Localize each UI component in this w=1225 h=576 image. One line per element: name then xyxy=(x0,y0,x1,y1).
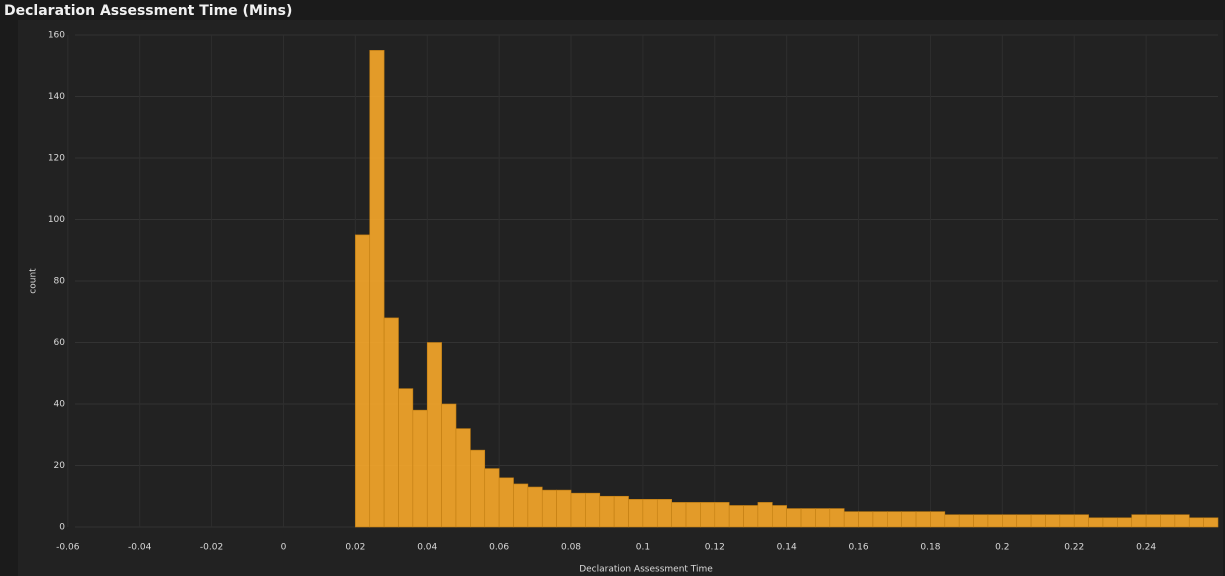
bar xyxy=(426,342,442,528)
x-tick-label: 0.02 xyxy=(345,543,365,553)
bar xyxy=(1145,514,1161,528)
x-tick-label: 0.16 xyxy=(849,543,869,553)
bar xyxy=(1030,514,1046,528)
bar xyxy=(714,502,730,528)
bar xyxy=(656,499,672,528)
bar xyxy=(613,495,629,528)
x-tick-label: 0.2 xyxy=(995,543,1009,553)
y-tick-label: 100 xyxy=(48,215,65,225)
bar xyxy=(441,403,457,528)
bar xyxy=(1203,517,1219,528)
y-tick-label: 120 xyxy=(48,154,65,164)
bar xyxy=(599,495,615,528)
bar xyxy=(944,514,960,528)
bar xyxy=(671,502,687,528)
bar xyxy=(398,388,414,528)
bar xyxy=(369,50,385,528)
x-axis-title: Declaration Assessment Time xyxy=(579,565,713,575)
bar xyxy=(383,317,399,528)
bar xyxy=(455,428,471,528)
bar xyxy=(915,511,931,528)
y-tick-label: 40 xyxy=(54,400,66,410)
y-tick-label: 160 xyxy=(48,31,65,41)
bar xyxy=(1174,514,1190,528)
bar xyxy=(685,502,701,528)
bar xyxy=(1160,514,1176,528)
bar xyxy=(757,502,773,528)
bar xyxy=(470,449,486,528)
bar xyxy=(1188,517,1204,528)
bar xyxy=(743,505,759,528)
x-tick-label: 0.18 xyxy=(920,543,940,553)
bar xyxy=(585,492,601,528)
bar xyxy=(1059,514,1075,528)
bar xyxy=(642,499,658,528)
x-tick-label: 0.06 xyxy=(489,543,509,553)
bar xyxy=(1045,514,1061,528)
x-tick-label: 0.12 xyxy=(705,543,725,553)
bar xyxy=(556,489,572,528)
y-tick-label: 60 xyxy=(54,338,66,348)
bar xyxy=(887,511,902,528)
bar xyxy=(772,505,787,528)
bar xyxy=(1131,514,1147,528)
bar xyxy=(498,477,514,528)
bar xyxy=(513,483,529,528)
y-tick-label: 0 xyxy=(59,523,65,533)
bar xyxy=(858,511,874,528)
x-tick-label: -0.04 xyxy=(128,543,152,553)
bar xyxy=(930,511,946,528)
bar xyxy=(355,234,371,528)
bar xyxy=(412,409,428,528)
bar xyxy=(829,508,845,528)
bar xyxy=(628,499,644,528)
x-tick-label: 0.22 xyxy=(1064,543,1084,553)
bar xyxy=(1016,514,1032,528)
bar xyxy=(1002,514,1018,528)
bar xyxy=(1102,517,1118,528)
x-tick-label: -0.06 xyxy=(56,543,80,553)
x-tick-label: 0.04 xyxy=(417,543,437,553)
x-tick-label: 0.1 xyxy=(636,543,650,553)
bar xyxy=(728,505,744,528)
bar xyxy=(843,511,859,528)
bar xyxy=(527,486,543,528)
bar xyxy=(800,508,816,528)
bar xyxy=(872,511,888,528)
plot-panel xyxy=(18,20,1223,576)
x-tick-label: 0.24 xyxy=(1136,543,1156,553)
bar xyxy=(973,514,989,528)
bar xyxy=(541,489,557,528)
bar xyxy=(1117,517,1133,528)
y-tick-label: 140 xyxy=(48,92,65,102)
bar xyxy=(786,508,802,528)
x-tick-label: -0.02 xyxy=(200,543,223,553)
y-axis-title: count xyxy=(29,268,39,294)
x-tick-label: 0.14 xyxy=(777,543,797,553)
bar xyxy=(987,514,1003,528)
bar xyxy=(484,468,500,528)
x-tick-label: 0.08 xyxy=(561,543,581,553)
x-tick-label: 0 xyxy=(281,543,287,553)
bar xyxy=(815,508,831,528)
y-tick-label: 80 xyxy=(54,277,66,287)
bar xyxy=(570,492,586,528)
y-tick-label: 20 xyxy=(54,461,66,471)
bar xyxy=(958,514,974,528)
bar xyxy=(700,502,716,528)
bar xyxy=(1088,517,1104,528)
bar xyxy=(901,511,917,528)
chart-title: Declaration Assessment Time (Mins) xyxy=(4,3,292,19)
bar xyxy=(1073,514,1089,528)
